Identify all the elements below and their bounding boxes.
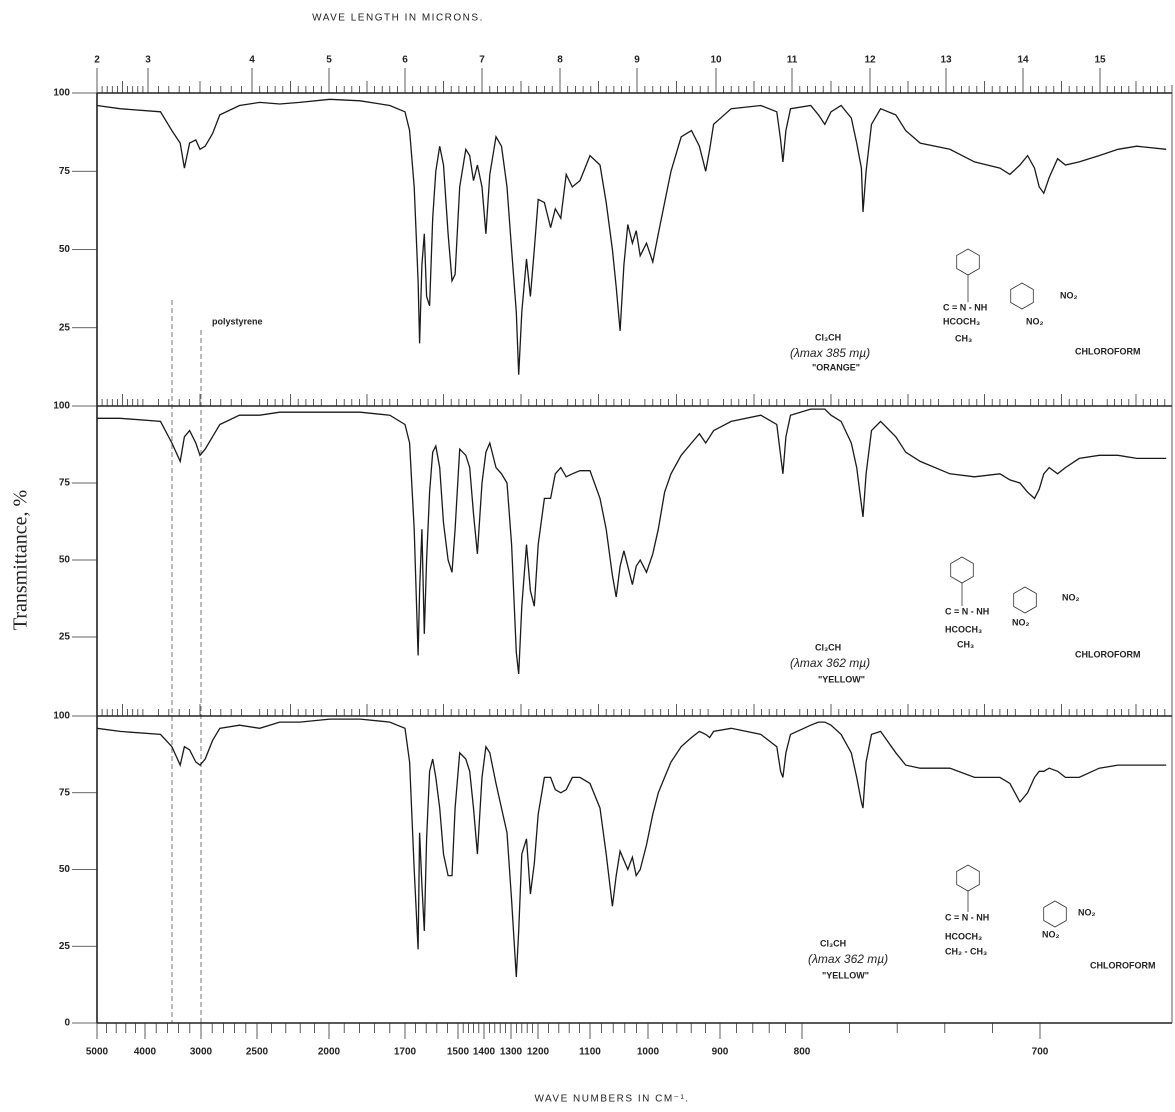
x-tick-label: 2	[94, 55, 100, 66]
lambda-max: (λmax 362 mµ)	[790, 656, 870, 670]
x-tick-label: 6	[402, 55, 408, 66]
solvent: CHLOROFORM	[1075, 649, 1141, 659]
spectrum	[97, 408, 1167, 675]
x2-tick-label: 1200	[527, 1047, 550, 1058]
x2-tick-label: 1500	[447, 1047, 470, 1058]
x-tick-label: 7	[479, 55, 485, 66]
y-tick-label: 100	[53, 401, 70, 412]
x-tick-label: 8	[557, 55, 563, 66]
structure-label: HCOCH₃	[945, 624, 982, 634]
x2-tick-label: 900	[712, 1047, 729, 1058]
x2-tick-label: 1700	[394, 1047, 417, 1058]
x2-tick-label: 1000	[637, 1047, 660, 1058]
structure-label: C = N - NH	[945, 912, 989, 922]
structure-label: NO₂	[1012, 617, 1030, 627]
color-name: "YELLOW"	[822, 970, 869, 980]
y-tick-label: 25	[59, 632, 71, 643]
x-tick-label: 13	[940, 55, 952, 66]
structure-label: NO₂	[1042, 929, 1060, 939]
y-tick-label: 75	[59, 787, 71, 798]
y-tick-label: 25	[59, 941, 71, 952]
x2-tick-label: 1400	[473, 1047, 496, 1058]
solvent-formula: Cl₃CH	[815, 642, 841, 652]
x2-tick-label: 5000	[86, 1047, 109, 1058]
x2-tick-label: 1300	[500, 1047, 523, 1058]
y-tick-label: 50	[59, 244, 71, 255]
x-tick-label: 3	[145, 55, 151, 66]
y-axis-title: Transmittance, %	[10, 490, 32, 630]
x-tick-label: 12	[864, 55, 876, 66]
x2-tick-label: 1100	[579, 1047, 601, 1058]
benzene-ring	[950, 556, 974, 584]
structure-label: CH₂ - CH₃	[945, 946, 987, 956]
x2-tick-label: 2000	[318, 1047, 341, 1058]
structure-label: HCOCH₃	[945, 931, 982, 941]
y-tick-label: 100	[53, 88, 70, 99]
x-tick-label: 10	[710, 55, 722, 66]
color-name: "ORANGE"	[812, 362, 860, 372]
benzene-ring	[1013, 586, 1037, 614]
structure-label: C = N - NH	[943, 302, 987, 312]
structure-label: CH₃	[955, 333, 972, 343]
y-tick-label: 75	[59, 478, 71, 489]
color-name: "YELLOW"	[818, 674, 865, 684]
solvent-formula: Cl₃CH	[820, 938, 846, 948]
reference-label: polystyrene	[212, 316, 263, 326]
y-tick-label: 25	[59, 322, 71, 333]
benzene-ring	[1043, 900, 1067, 928]
x-tick-label: 15	[1094, 55, 1106, 66]
structure-label: NO₂	[1078, 907, 1096, 917]
x2-tick-label: 700	[1032, 1047, 1049, 1058]
benzene-ring	[956, 248, 980, 276]
structure-label: NO₂	[1026, 316, 1044, 326]
structure-label: HCOCH₃	[943, 316, 980, 326]
x-tick-label: 14	[1017, 55, 1029, 66]
y-tick-label: 75	[59, 166, 71, 177]
y-tick-label: 50	[59, 555, 71, 566]
y-tick-label: 100	[53, 711, 70, 722]
benzene-ring	[956, 864, 980, 892]
lambda-max: (λmax 362 mµ)	[808, 952, 888, 966]
x-tick-label: 4	[249, 55, 255, 66]
y-tick-label: 50	[59, 864, 71, 875]
x2-tick-label: 3000	[190, 1047, 213, 1058]
y-tick-label: 0	[64, 1018, 70, 1029]
solvent: CHLOROFORM	[1090, 960, 1156, 970]
benzene-ring	[1010, 282, 1034, 310]
x2-tick-label: 800	[794, 1047, 811, 1058]
spectrum	[96, 98, 1167, 375]
structure-label: C = N - NH	[945, 606, 989, 616]
solvent-formula: Cl₃CH	[815, 332, 841, 342]
top-axis-title: WAVE LENGTH IN MICRONS.	[312, 13, 484, 24]
solvent: CHLOROFORM	[1075, 346, 1141, 356]
structure-label: NO₂	[1062, 592, 1080, 602]
x2-tick-label: 4000	[134, 1047, 157, 1058]
x-tick-label: 9	[634, 55, 640, 66]
spectrum	[96, 718, 1167, 978]
bottom-axis-title: WAVE NUMBERS IN CM⁻¹.	[534, 1094, 689, 1105]
x-tick-label: 5	[326, 55, 332, 66]
x-tick-label: 11	[787, 55, 798, 66]
structure-label: CH₃	[957, 639, 974, 649]
structure-label: NO₂	[1060, 290, 1078, 300]
x2-tick-label: 2500	[246, 1047, 269, 1058]
lambda-max: (λmax 385 mµ)	[790, 346, 870, 360]
